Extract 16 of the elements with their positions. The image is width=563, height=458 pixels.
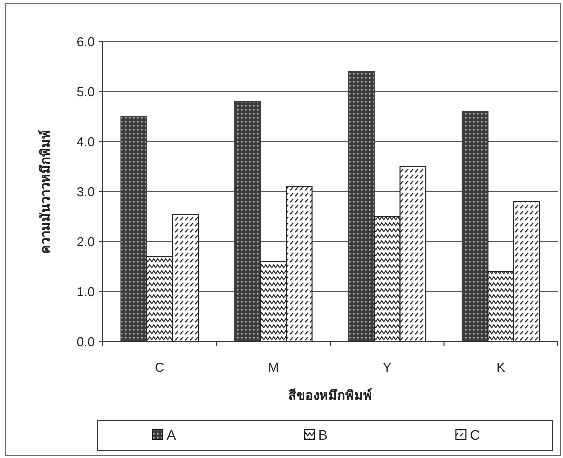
y-tick-label: 4.0 — [76, 134, 95, 150]
legend-label: B — [318, 427, 328, 443]
y-tick-label: 2.0 — [76, 234, 95, 250]
x-tick-label: C — [155, 360, 165, 375]
x-axis-title: สีของหมึกพิมพ์ — [288, 388, 372, 403]
y-tick-label: 6.0 — [76, 34, 95, 50]
x-tick-label: Y — [383, 360, 392, 375]
x-tick-label: K — [496, 360, 506, 375]
x-tick-label: M — [268, 360, 280, 375]
y-tick-label: 0.0 — [76, 334, 95, 350]
legend-label: C — [470, 427, 480, 443]
y-tick-label: 5.0 — [76, 84, 95, 100]
legend-label: A — [166, 427, 177, 443]
y-tick-label: 3.0 — [76, 184, 95, 200]
y-tick-label: 1.0 — [76, 284, 95, 300]
y-axis-title: ความมันวาวหมึกพิมพ์ — [38, 130, 53, 254]
